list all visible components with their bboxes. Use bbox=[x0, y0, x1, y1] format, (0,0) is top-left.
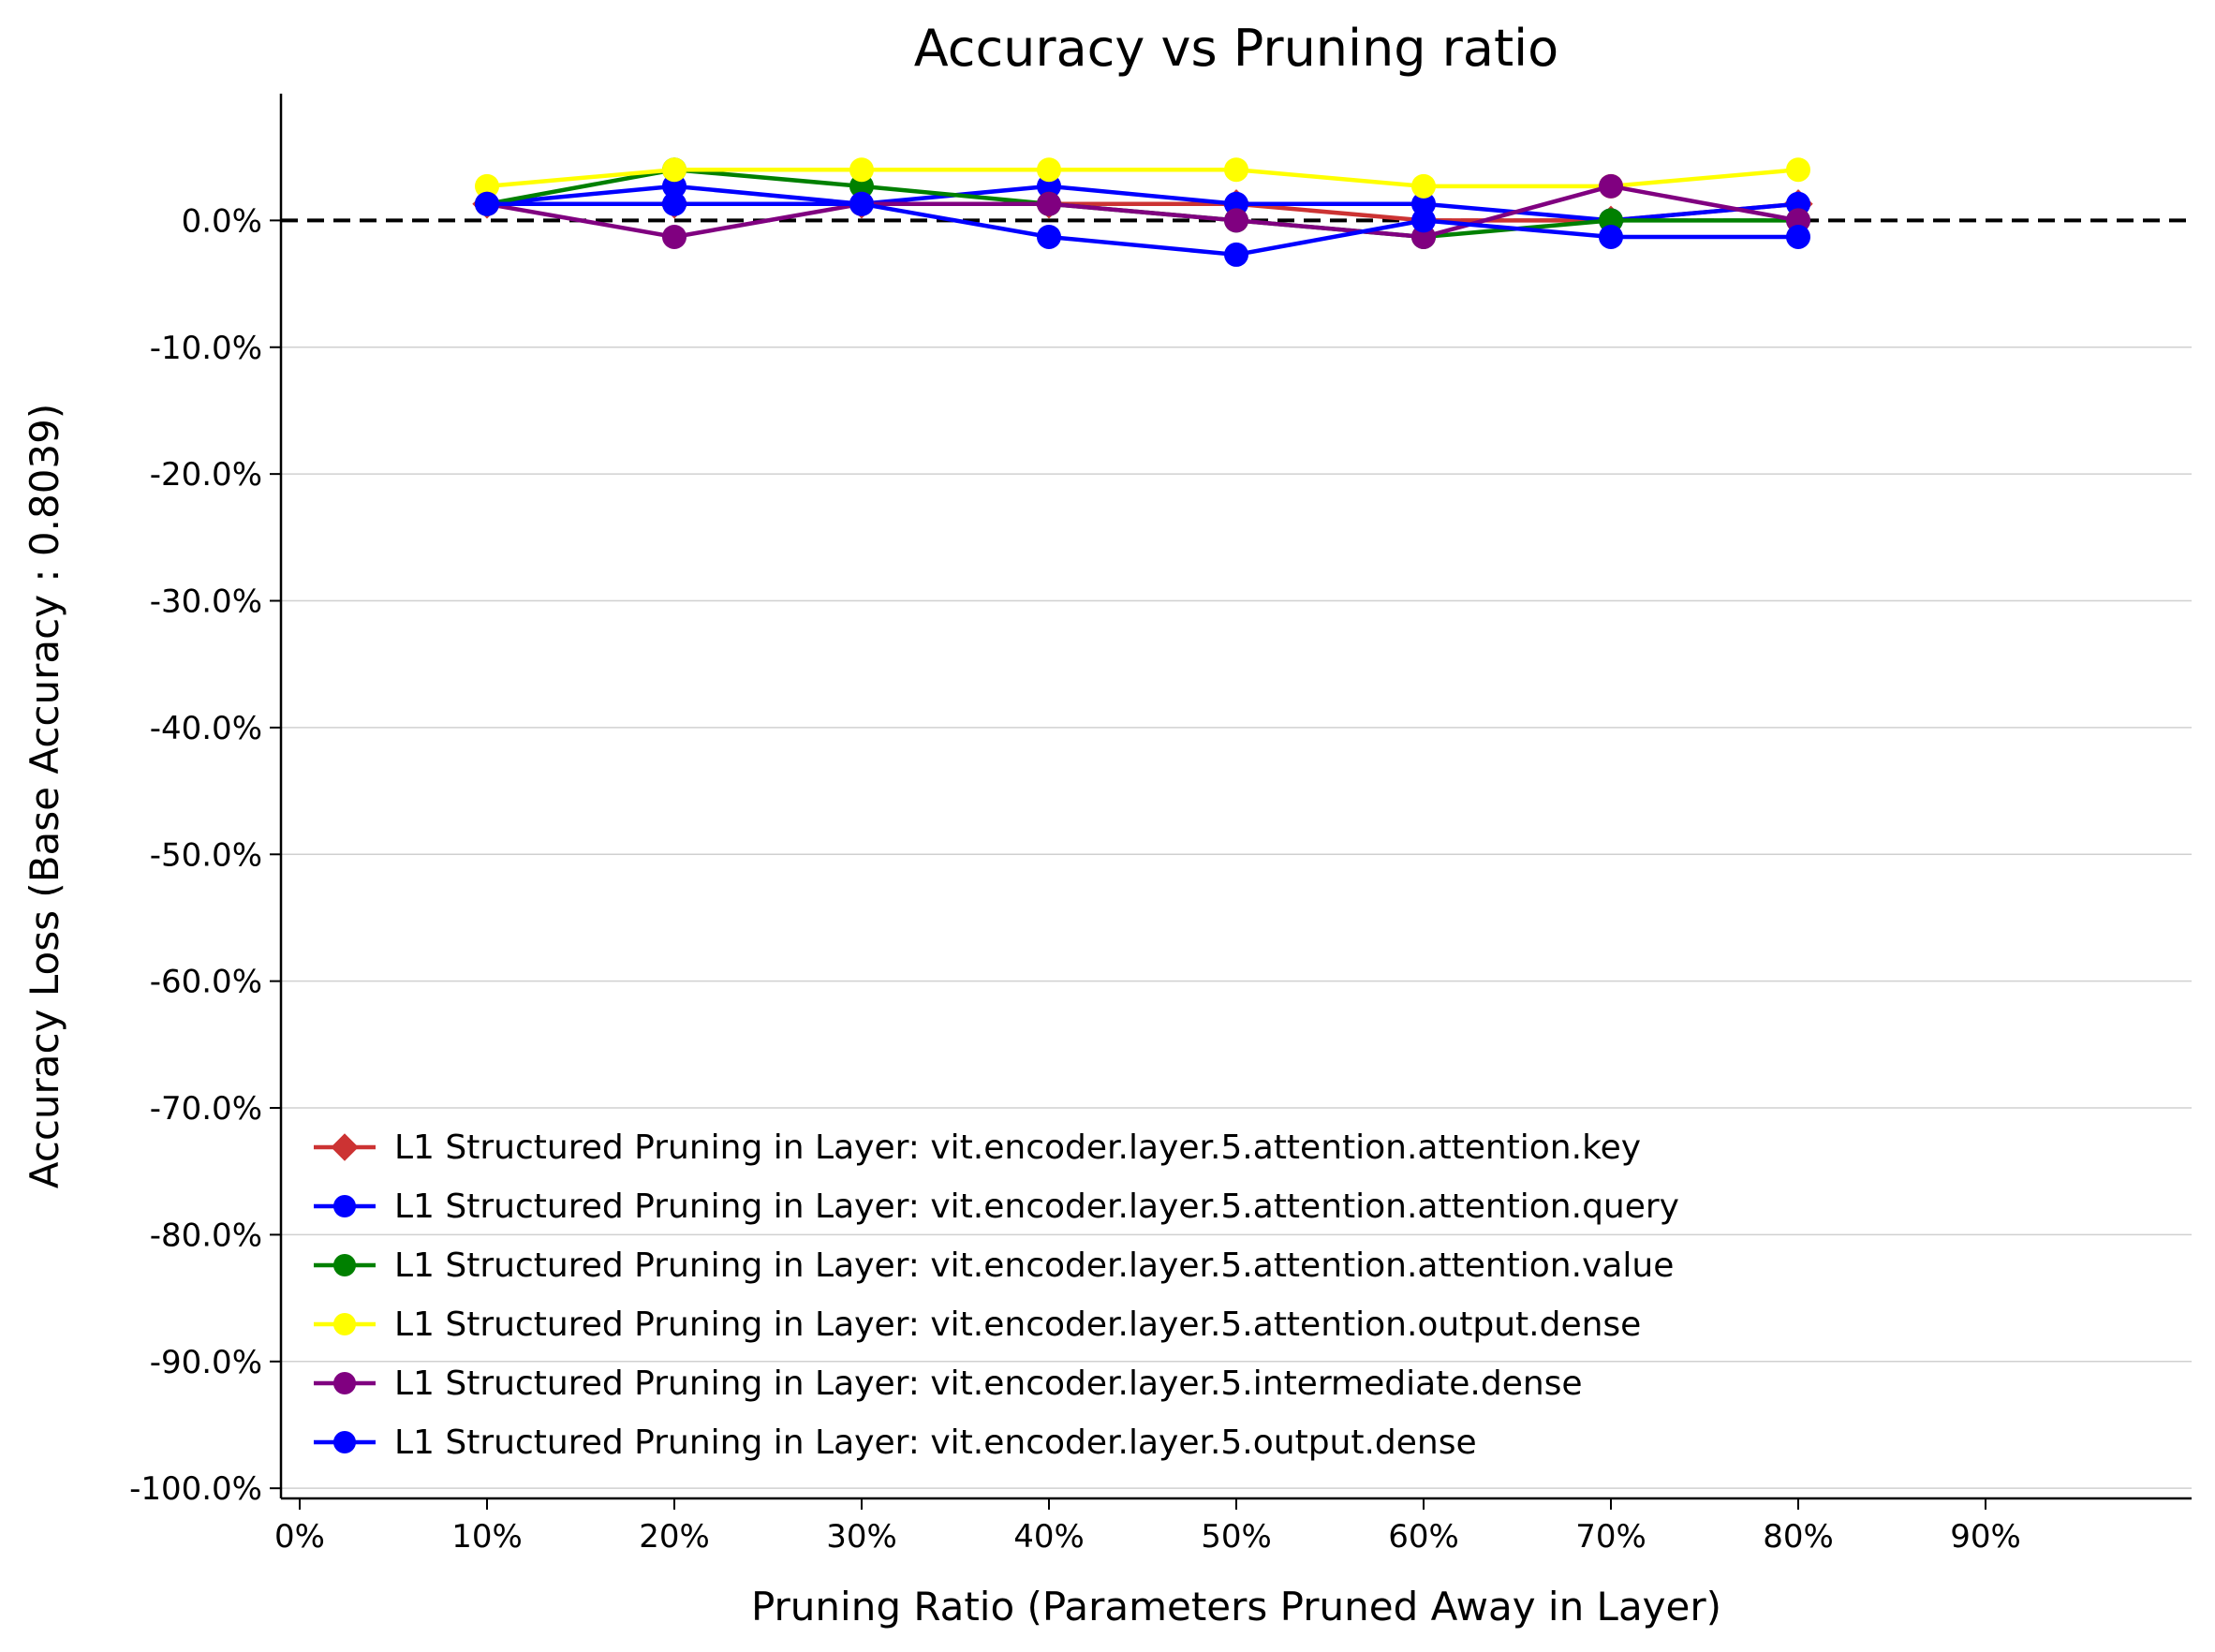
y-tick-label: -40.0% bbox=[150, 710, 262, 747]
data-point bbox=[849, 157, 874, 183]
data-point bbox=[1037, 157, 1061, 183]
data-point bbox=[1599, 173, 1623, 199]
data-point bbox=[1411, 208, 1436, 233]
series-line bbox=[486, 167, 1799, 189]
x-tick-label: 40% bbox=[1013, 1518, 1085, 1556]
legend-label: L1 Structured Pruning in Layer: vit.enco… bbox=[394, 1187, 1679, 1226]
y-tick-label: -10.0% bbox=[150, 330, 262, 367]
x-tick-label: 20% bbox=[639, 1518, 710, 1556]
legend-label: L1 Structured Pruning in Layer: vit.enco… bbox=[394, 1305, 1641, 1344]
axes bbox=[279, 94, 2192, 1500]
x-tick-label: 70% bbox=[1575, 1518, 1646, 1556]
x-tick-label: 60% bbox=[1388, 1518, 1459, 1556]
legend-entry-5: L1 Structured Pruning in Layer: vit.enco… bbox=[314, 1364, 1583, 1403]
y-ticks: 0.0% -10.0% -20.0% -30.0% -40.0% -50.0% -60.0%… bbox=[129, 202, 281, 1508]
y-tick-label: -100.0% bbox=[129, 1470, 262, 1508]
legend-label: L1 Structured Pruning in Layer: vit.enco… bbox=[394, 1246, 1674, 1285]
data-point bbox=[475, 191, 499, 216]
legend-entry-2: L1 Structured Pruning in Layer: vit.enco… bbox=[314, 1187, 1679, 1226]
data-point bbox=[1224, 157, 1248, 183]
series-lines bbox=[472, 157, 1813, 267]
legend-swatch-marker bbox=[333, 1313, 356, 1335]
legend-label: L1 Structured Pruning in Layer: vit.enco… bbox=[394, 1423, 1477, 1462]
x-tick-label: 80% bbox=[1763, 1518, 1834, 1556]
y-tick-label: -30.0% bbox=[150, 583, 262, 621]
data-point bbox=[1411, 173, 1436, 199]
data-point bbox=[1224, 242, 1248, 267]
legend-label: L1 Structured Pruning in Layer: vit.enco… bbox=[394, 1128, 1641, 1167]
series-line bbox=[486, 184, 1799, 240]
series-line bbox=[486, 184, 1799, 223]
data-point bbox=[1786, 224, 1810, 249]
data-point bbox=[1224, 208, 1248, 233]
y-tick-label: -20.0% bbox=[150, 456, 262, 494]
data-point bbox=[1037, 224, 1061, 249]
y-tick-label: -80.0% bbox=[150, 1217, 262, 1254]
data-point bbox=[849, 191, 874, 216]
x-tick-label: 10% bbox=[451, 1518, 523, 1556]
y-tick-label: 0.0% bbox=[182, 202, 262, 240]
legend-swatch-marker bbox=[331, 1133, 359, 1161]
legend-entry-4: L1 Structured Pruning in Layer: vit.enco… bbox=[314, 1305, 1641, 1344]
chart-title: Accuracy vs Pruning ratio bbox=[914, 19, 1558, 78]
data-point bbox=[662, 157, 687, 183]
data-point bbox=[1037, 191, 1061, 216]
x-tick-label: 30% bbox=[826, 1518, 897, 1556]
data-point bbox=[662, 224, 687, 249]
legend-entry-3: L1 Structured Pruning in Layer: vit.enco… bbox=[314, 1246, 1674, 1285]
x-axis-label: Pruning Ratio (Parameters Pruned Away in… bbox=[751, 1584, 1721, 1630]
data-point bbox=[475, 173, 499, 199]
legend-swatch-marker bbox=[333, 1254, 356, 1276]
legend: L1 Structured Pruning in Layer: vit.enco… bbox=[314, 1128, 1679, 1462]
y-tick-label: -90.0% bbox=[150, 1344, 262, 1381]
x-tick-label: 50% bbox=[1201, 1518, 1272, 1556]
y-tick-label: -60.0% bbox=[150, 964, 262, 1001]
gridlines bbox=[281, 347, 2192, 1489]
data-point bbox=[1786, 157, 1810, 183]
y-tick-label: -50.0% bbox=[150, 836, 262, 874]
x-tick-label: 0% bbox=[274, 1518, 325, 1556]
data-point bbox=[1599, 224, 1623, 249]
series-4 bbox=[475, 157, 1810, 199]
legend-label: L1 Structured Pruning in Layer: vit.enco… bbox=[394, 1364, 1583, 1403]
series-6 bbox=[475, 191, 1810, 267]
data-point bbox=[662, 191, 687, 216]
series-line bbox=[487, 201, 1798, 258]
legend-swatch-marker bbox=[333, 1431, 356, 1453]
legend-swatch-marker bbox=[333, 1195, 356, 1217]
legend-entry-6: L1 Structured Pruning in Layer: vit.enco… bbox=[314, 1423, 1477, 1462]
y-axis-label: Accuracy Loss (Base Accuracy : 0.8039) bbox=[22, 404, 67, 1189]
legend-entry-1: L1 Structured Pruning in Layer: vit.enco… bbox=[314, 1128, 1641, 1167]
x-tick-label: 90% bbox=[1950, 1518, 2021, 1556]
series-5 bbox=[475, 173, 1810, 249]
legend-swatch-marker bbox=[333, 1372, 356, 1394]
y-tick-label: -70.0% bbox=[150, 1090, 262, 1128]
x-ticks: 0% 10% 20% 30% 40% 50% 60% 70% 80% 90% bbox=[274, 1498, 2021, 1556]
